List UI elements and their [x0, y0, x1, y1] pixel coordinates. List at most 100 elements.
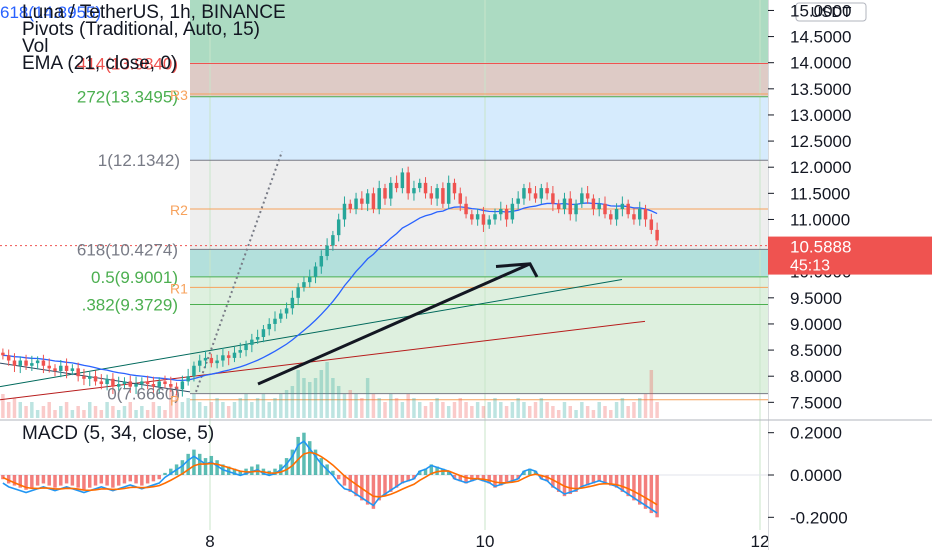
macd-hist-bar	[655, 475, 659, 518]
volume-bar	[116, 410, 121, 418]
candle-body	[12, 360, 17, 366]
volume-bar	[475, 402, 480, 418]
volume-bar	[157, 406, 161, 418]
volume-bar	[522, 402, 526, 418]
macd-hist-bar	[614, 475, 619, 488]
macd-hist-bar	[580, 475, 584, 488]
currency-box	[795, 2, 867, 22]
chart-grid	[0, 0, 768, 530]
price-tick-label: 13.0000	[790, 106, 851, 125]
volume-bar	[41, 406, 46, 418]
macd-hist-bar	[250, 466, 254, 475]
candle-body	[180, 381, 185, 390]
volume-bar	[643, 394, 648, 418]
volume-bar	[580, 402, 584, 418]
volume-bar	[255, 398, 260, 418]
candle-body	[383, 188, 387, 199]
candle-body	[140, 381, 144, 385]
legend-macd[interactable]: MACD (5, 34, close, 5)	[22, 423, 215, 444]
x-tick-label: 10	[476, 532, 495, 550]
candle-body	[614, 209, 619, 220]
volume-bar	[655, 402, 659, 418]
macd-tick-label: -0.2000	[790, 508, 848, 527]
macd-hist-bar	[458, 475, 462, 482]
volume-bar	[30, 402, 34, 418]
candle-body	[609, 214, 613, 220]
candle-body	[643, 209, 648, 220]
candle-body	[446, 182, 451, 204]
candle-body	[273, 318, 277, 324]
fib-zone	[190, 276, 768, 394]
candle-body	[580, 193, 584, 204]
macd-hist-bar	[365, 475, 370, 505]
volume-bar	[151, 402, 156, 418]
macd-hist-bar	[638, 475, 642, 505]
macd-hist-bar	[626, 475, 630, 497]
legend-symbol[interactable]: Luna / TetherUS, 1h, BINANCE	[22, 2, 286, 23]
macd-hist-bar	[545, 475, 549, 482]
candlesticks	[1, 166, 659, 397]
macd-hist-bar	[88, 475, 92, 488]
macd-line	[2, 440, 658, 514]
volume-bar	[238, 398, 242, 418]
volume-bar	[186, 398, 190, 418]
legend-pivots[interactable]: Pivots (Traditional, Auto, 15)	[22, 19, 260, 40]
candle-body	[116, 384, 121, 387]
macd-hist-bar	[603, 475, 607, 484]
volume-bar	[128, 402, 132, 418]
volume-bars	[1, 362, 659, 418]
candle-body	[533, 193, 538, 199]
macd-hist-bar	[313, 449, 318, 475]
volume-bar	[76, 406, 80, 418]
macd-tick-label: 0.2000	[790, 424, 842, 443]
candle-body	[76, 368, 80, 377]
macd-hist-bar	[209, 455, 214, 475]
volume-bar	[626, 406, 630, 418]
candle-body	[510, 203, 515, 220]
legend-vol[interactable]: Vol	[22, 36, 49, 57]
macd-hist-bar	[47, 475, 51, 486]
price-axis[interactable]: USDT 15.0000 14.5000 14.0000 13.5000 13.0000 1…	[767, 0, 932, 550]
volume-bar	[504, 406, 509, 418]
candle-body	[389, 182, 393, 199]
volume-bar	[18, 402, 22, 418]
candle-body	[70, 368, 75, 371]
macd-hist-bar	[504, 475, 509, 484]
candle-body	[516, 198, 520, 204]
candle-body	[626, 203, 630, 215]
candle-body	[244, 344, 248, 351]
price-tick-label: 8.5000	[790, 341, 842, 360]
macd-hist-bar	[632, 475, 636, 501]
volume-bar	[215, 398, 219, 418]
candle-body	[308, 276, 312, 283]
macd-hist-bar	[597, 475, 601, 482]
macd-hist-bar	[122, 475, 127, 484]
candle-body	[429, 193, 434, 199]
volume-bar	[371, 394, 376, 418]
candle-body	[423, 182, 428, 194]
candle-body	[545, 188, 549, 194]
macd-hist-bar	[308, 441, 312, 475]
candle-body	[325, 245, 329, 257]
candle-body	[41, 360, 46, 366]
macd-hist-bar	[400, 475, 405, 484]
volume-bar	[406, 394, 410, 418]
candle-body	[481, 214, 486, 225]
candle-body	[603, 203, 607, 215]
candle-body	[360, 198, 364, 204]
trendline-green	[0, 279, 623, 388]
candle-body	[470, 214, 474, 220]
macd-hist-bar	[568, 475, 572, 495]
candle-body	[493, 214, 497, 220]
volume-bar	[313, 378, 318, 418]
macd-hist-bar	[296, 436, 300, 475]
legend-ema[interactable]: EMA (21, close, 0)	[22, 53, 178, 74]
price-tick-label: 15.0000	[790, 1, 851, 20]
ema-line	[2, 202, 658, 381]
macd-hist-bar	[192, 449, 196, 475]
candle-body	[487, 219, 491, 225]
volume-bar	[279, 394, 283, 418]
macd-hist-bar	[145, 475, 150, 484]
candle-body	[88, 376, 92, 379]
